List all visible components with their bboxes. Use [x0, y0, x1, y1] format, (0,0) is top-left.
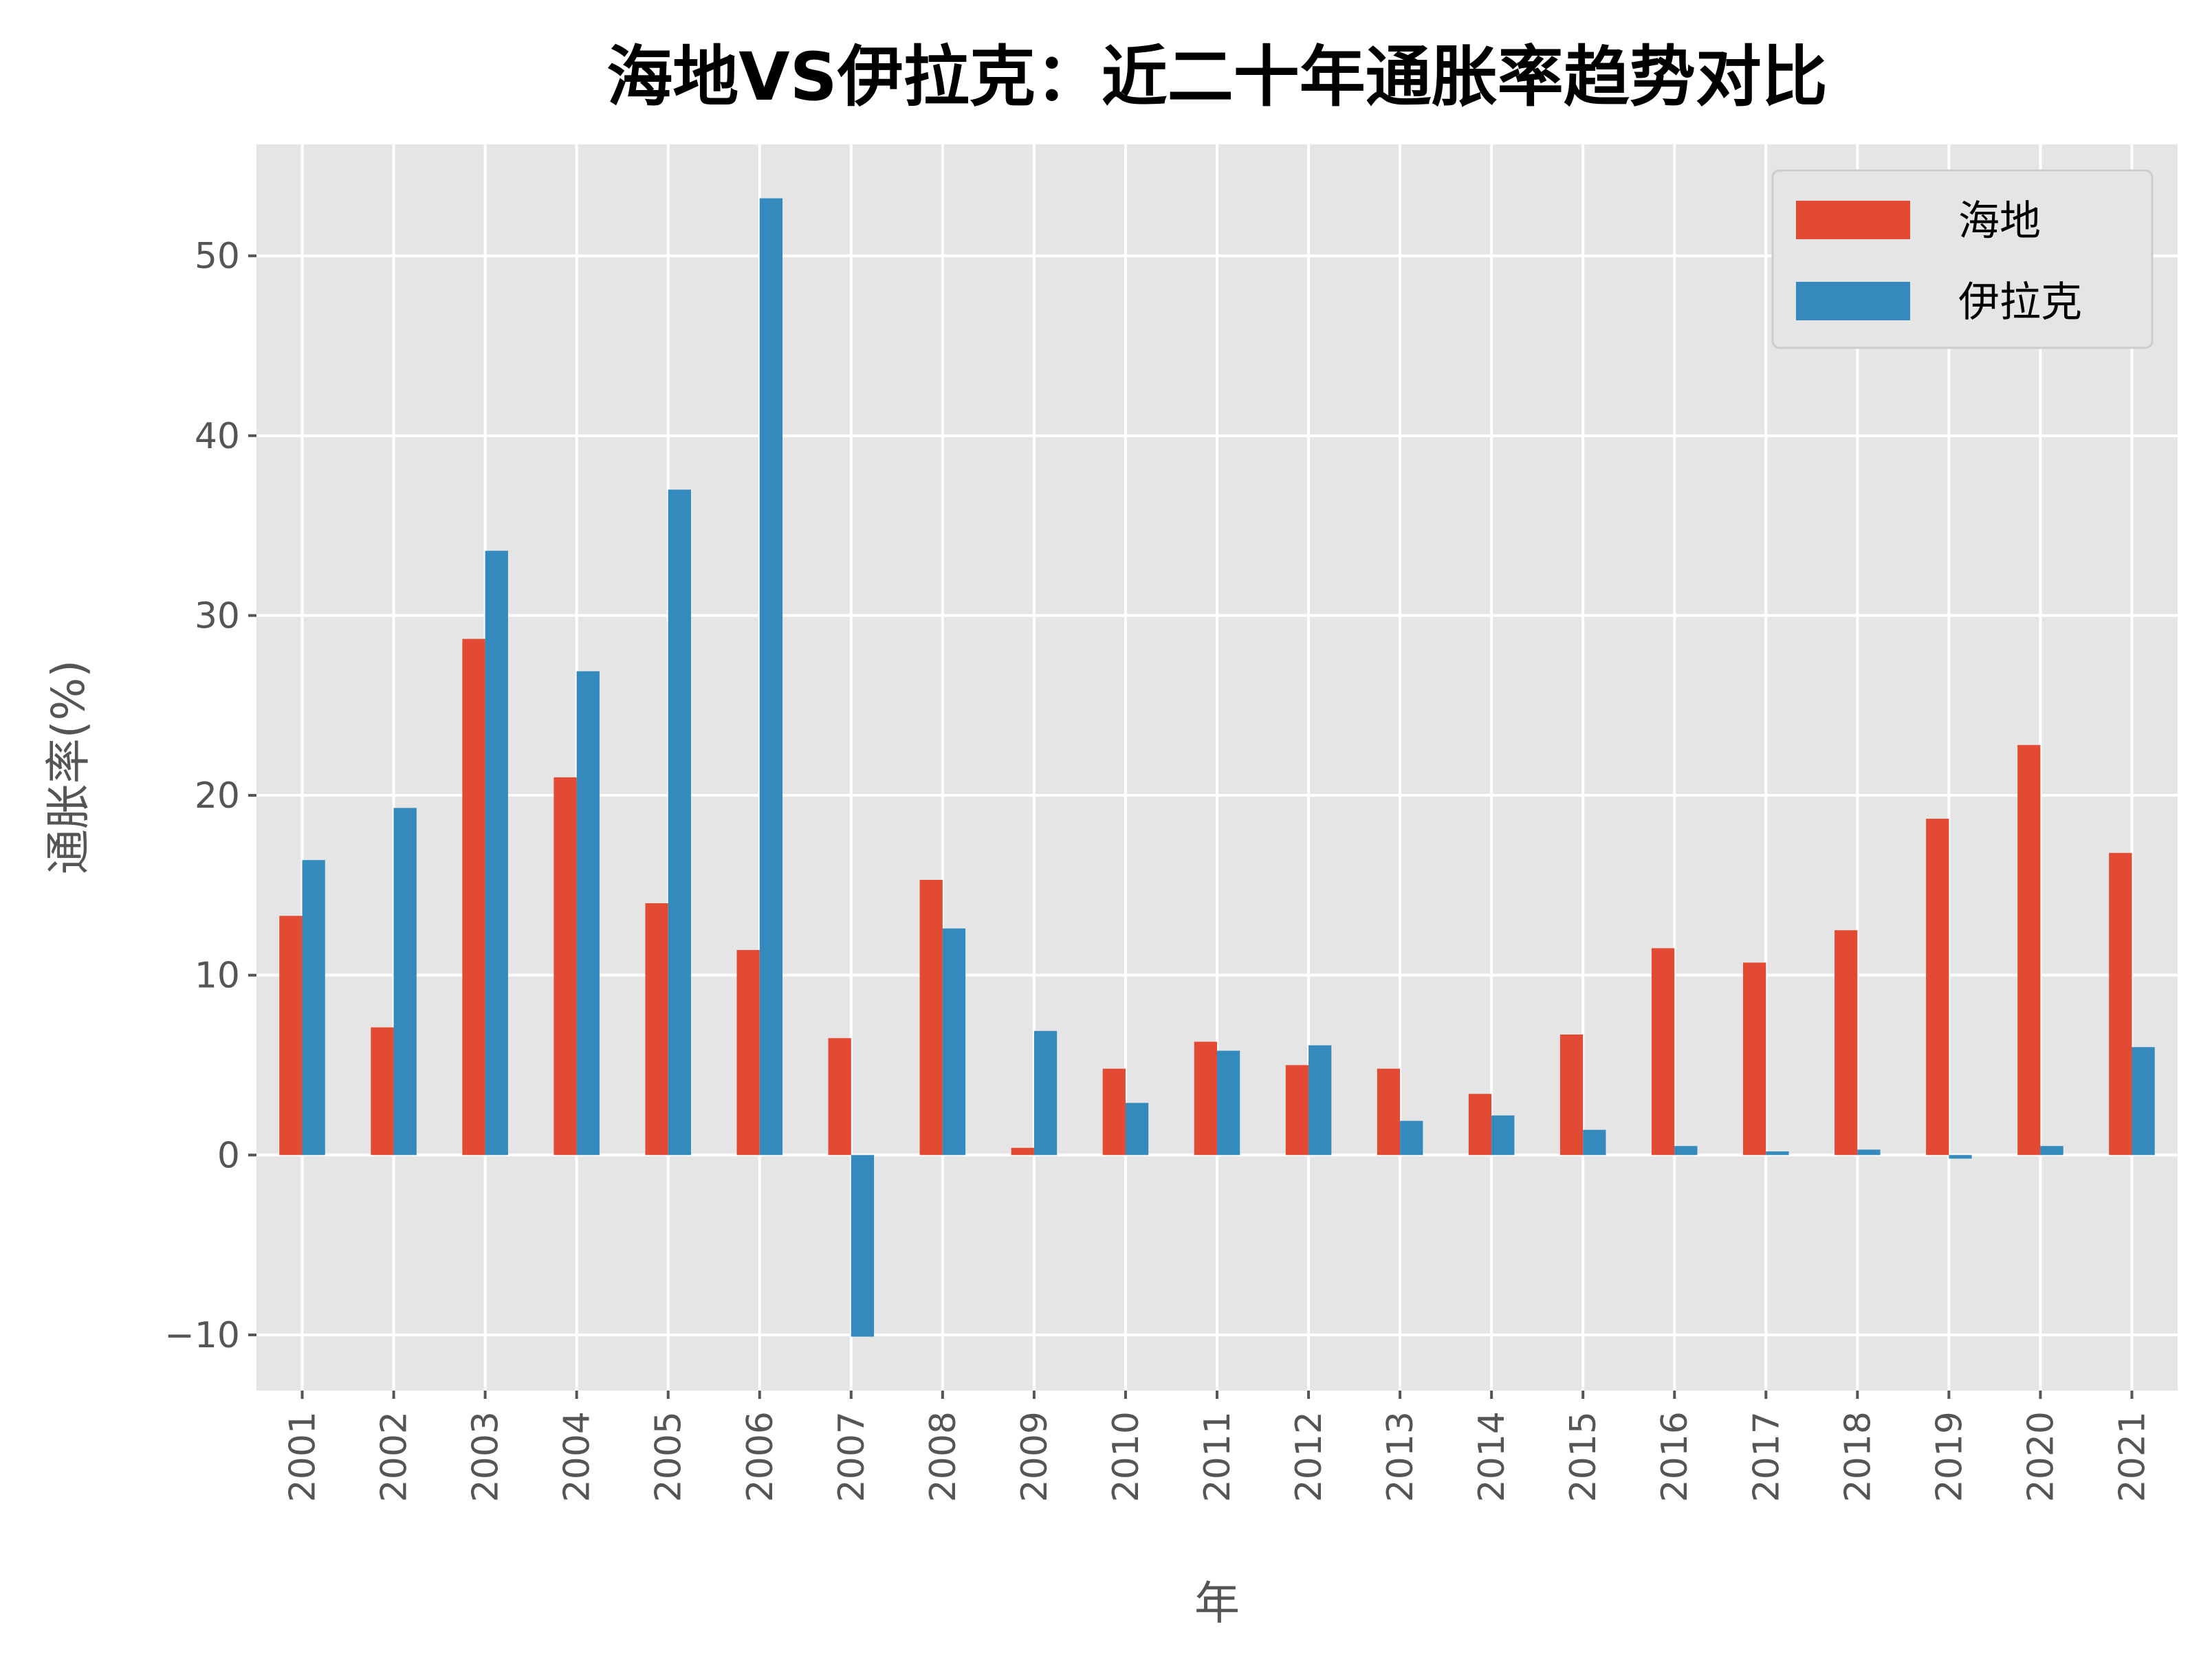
bar-iraq-2001	[302, 860, 325, 1156]
bar-iraq-2020	[2040, 1146, 2063, 1156]
bar-iraq-2018	[1857, 1149, 1881, 1156]
bar-haiti-2006	[736, 950, 760, 1156]
y-axis-label: 通胀率(%)	[42, 660, 95, 874]
x-tick-label: 2016	[1654, 1411, 1696, 1502]
x-tick-label: 2018	[1837, 1411, 1879, 1502]
bar-haiti-2010	[1102, 1068, 1126, 1156]
legend-label-haiti: 海地	[1958, 197, 2041, 245]
y-tick-label: 40	[195, 416, 240, 457]
x-tick-label: 2014	[1471, 1411, 1513, 1502]
bar-haiti-2014	[1468, 1094, 1492, 1156]
x-tick-label: 2017	[1746, 1411, 1787, 1502]
legend-swatch-haiti	[1796, 201, 1910, 239]
bar-iraq-2006	[759, 198, 783, 1156]
bar-haiti-2005	[645, 903, 668, 1156]
x-tick-label: 2021	[2112, 1411, 2153, 1502]
bar-iraq-2008	[942, 928, 966, 1156]
y-tick-label: 10	[195, 955, 240, 997]
bar-haiti-2002	[371, 1027, 394, 1156]
bar-iraq-2009	[1033, 1030, 1058, 1156]
bar-iraq-2016	[1674, 1146, 1698, 1156]
y-tick-label: 50	[195, 236, 240, 277]
bar-iraq-2007	[851, 1155, 875, 1337]
bar-iraq-2019	[1949, 1155, 1972, 1159]
bar-haiti-2021	[2109, 852, 2132, 1156]
bar-haiti-2019	[1926, 819, 1949, 1156]
x-tick-label: 2002	[374, 1411, 415, 1502]
bar-iraq-2002	[393, 808, 417, 1156]
chart-title: 海地VS伊拉克：近二十年通胀率趋势对比	[606, 38, 1827, 115]
y-axis-ticks: −10 0 10 20 30 40 50	[164, 236, 256, 1356]
bar-haiti-2018	[1835, 930, 1858, 1156]
bar-haiti-2012	[1285, 1065, 1309, 1156]
x-tick-label: 2007	[831, 1411, 873, 1502]
bar-iraq-2014	[1491, 1115, 1515, 1156]
x-tick-label: 2003	[466, 1411, 507, 1502]
bar-iraq-2013	[1400, 1120, 1423, 1156]
x-tick-label: 2009	[1014, 1411, 1055, 1502]
bars	[279, 198, 2155, 1337]
y-tick-label: −10	[164, 1315, 240, 1356]
x-tick-label: 2015	[1563, 1411, 1604, 1502]
bar-iraq-2004	[576, 671, 600, 1156]
bar-haiti-2017	[1743, 962, 1766, 1156]
x-tick-label: 2001	[283, 1411, 324, 1502]
bar-haiti-2011	[1194, 1041, 1217, 1156]
x-axis-label: 年	[1194, 1577, 1240, 1630]
bar-haiti-2013	[1377, 1068, 1401, 1156]
x-tick-label: 2019	[1929, 1411, 1970, 1502]
x-tick-label: 2013	[1380, 1411, 1421, 1502]
bar-haiti-2003	[462, 639, 485, 1156]
y-tick-label: 20	[195, 775, 240, 817]
x-tick-label: 2012	[1289, 1411, 1330, 1502]
x-tick-label: 2020	[2020, 1411, 2061, 1502]
bar-iraq-2010	[1125, 1103, 1149, 1156]
legend-label-iraq: 伊拉克	[1958, 278, 2082, 327]
x-tick-label: 2005	[648, 1411, 690, 1502]
bar-iraq-2012	[1308, 1045, 1332, 1156]
bar-haiti-2007	[828, 1038, 851, 1156]
bar-iraq-2021	[2132, 1047, 2155, 1156]
bar-iraq-2017	[1766, 1151, 1789, 1156]
bar-haiti-2008	[919, 880, 943, 1156]
bar-haiti-2020	[2017, 744, 2041, 1156]
legend: 海地 伊拉克	[1771, 169, 2154, 349]
x-tick-label: 2006	[740, 1411, 781, 1502]
x-tick-label: 2011	[1197, 1411, 1238, 1502]
y-tick-label: 0	[217, 1135, 240, 1176]
bar-haiti-2015	[1559, 1035, 1584, 1156]
bar-iraq-2005	[668, 489, 691, 1156]
bar-haiti-2004	[554, 777, 577, 1156]
x-tick-label: 2008	[923, 1411, 964, 1502]
bar-iraq-2011	[1217, 1050, 1240, 1156]
bar-haiti-2009	[1011, 1147, 1034, 1156]
y-tick-label: 30	[195, 595, 240, 637]
x-axis-ticks: 2001 2002 2003 2004 2005 2006 2007 2008 2009 2010…	[283, 1391, 2153, 1502]
bar-iraq-2015	[1583, 1129, 1606, 1156]
bar-iraq-2003	[485, 551, 508, 1156]
x-tick-label: 2004	[557, 1411, 598, 1502]
x-tick-label: 2010	[1106, 1411, 1147, 1502]
bar-haiti-2001	[279, 916, 303, 1156]
legend-swatch-iraq	[1796, 282, 1910, 320]
bar-haiti-2016	[1651, 948, 1675, 1156]
